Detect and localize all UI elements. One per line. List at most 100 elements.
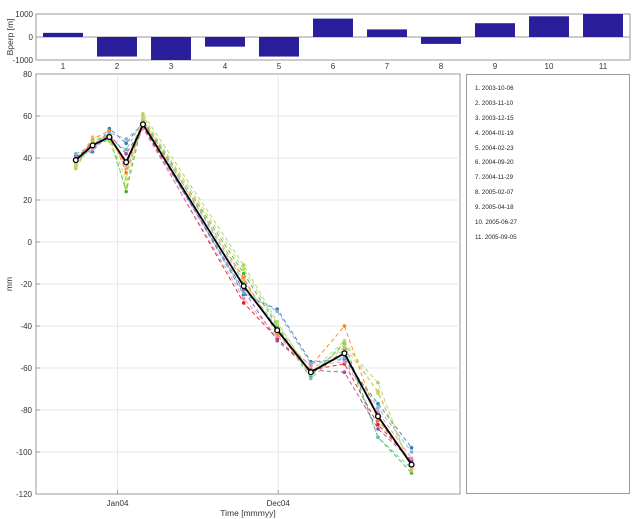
x-tick-label: Jan04 bbox=[107, 499, 129, 508]
legend-entry: 1. 2003-10-06 bbox=[475, 85, 514, 92]
bar-x-tick-label: 2 bbox=[115, 62, 120, 71]
series-point-6 bbox=[376, 380, 380, 385]
series-point-4 bbox=[342, 324, 347, 328]
mean-series-point bbox=[106, 133, 113, 141]
bar-x-tick-label: 6 bbox=[331, 62, 336, 71]
y-tick-label: 80 bbox=[23, 70, 32, 79]
bar-x-tick-label: 7 bbox=[385, 62, 390, 71]
legend-entry: 11. 2005-09-05 bbox=[475, 233, 517, 241]
mean-series-point bbox=[72, 157, 79, 164]
series-point-1 bbox=[241, 301, 246, 305]
bperp-bar bbox=[313, 18, 353, 37]
series-point-7 bbox=[309, 376, 313, 381]
series-line-7 bbox=[75, 119, 412, 470]
series-point-5 bbox=[376, 427, 380, 431]
mean-series-point bbox=[341, 350, 348, 357]
mean-series-point bbox=[374, 413, 382, 420]
legend-entry: 9. 2005-04-18 bbox=[475, 204, 514, 212]
legend-entry: 10. 2005-06-27 bbox=[475, 219, 517, 227]
series-point-9 bbox=[124, 164, 128, 169]
bperp-bar bbox=[583, 14, 623, 37]
series-point-10 bbox=[124, 137, 128, 141]
mean-series-point bbox=[240, 283, 247, 290]
series-point-3 bbox=[409, 446, 414, 450]
mean-series-point bbox=[274, 327, 281, 334]
displacement-line-chart: Time [mmmyy] mm -120 -100 -80 -60 -40 -20 0 20 4… bbox=[4, 70, 461, 518]
series-point-11 bbox=[74, 164, 78, 169]
y-tick-label: 0 bbox=[28, 238, 33, 247]
x-tick-label: Dec04 bbox=[267, 499, 291, 508]
legend-entry: 3. 2003-12-15 bbox=[475, 114, 514, 122]
series-line-9 bbox=[75, 114, 413, 469]
mean-series-point bbox=[89, 142, 96, 149]
bar-x-tick-label: 8 bbox=[439, 62, 444, 71]
bperp-bar bbox=[205, 37, 245, 47]
bar-y-tick-label: 1000 bbox=[15, 10, 33, 19]
bar-x-tick-label: 1 bbox=[61, 62, 66, 71]
y-tick-label: -100 bbox=[16, 448, 33, 457]
bperp-bar bbox=[97, 37, 137, 57]
series-point-10 bbox=[74, 152, 78, 156]
series-point-2 bbox=[124, 189, 128, 194]
series-point-4 bbox=[124, 170, 128, 175]
series-point-11 bbox=[342, 338, 347, 343]
bar-x-tick-label: 11 bbox=[599, 62, 608, 71]
series-point-11 bbox=[275, 322, 280, 326]
series-point-4 bbox=[376, 418, 380, 423]
bar-x-tick-label: 9 bbox=[493, 62, 498, 71]
series-point-10 bbox=[409, 450, 414, 454]
series-point-2 bbox=[241, 271, 246, 276]
series-point-9 bbox=[241, 278, 246, 282]
legend-entry: 7. 2004-11-29 bbox=[475, 174, 514, 182]
series-point-11 bbox=[124, 177, 128, 181]
legend-entry: 6. 2004-09-20 bbox=[475, 159, 514, 167]
bar-x-tick-label: 5 bbox=[277, 62, 282, 71]
series-line-6 bbox=[75, 112, 413, 472]
series-point-5 bbox=[124, 152, 128, 156]
y-tick-label: 60 bbox=[23, 112, 32, 121]
legend-entry: 2. 2003-11-10 bbox=[475, 99, 514, 107]
series-point-8 bbox=[342, 359, 347, 364]
mean-series-point bbox=[307, 369, 314, 376]
series-point-10 bbox=[376, 406, 380, 410]
bar-x-tick-label: 3 bbox=[169, 62, 174, 71]
bar-y-tick-label: -1000 bbox=[13, 56, 34, 65]
line-x-axis-label: Time [mmmyy] bbox=[220, 508, 275, 518]
line-y-axis-label: mm bbox=[4, 277, 14, 291]
series-point-6 bbox=[241, 263, 246, 267]
y-tick-label: -120 bbox=[16, 490, 33, 499]
series-point-3 bbox=[376, 401, 380, 406]
bperp-bar bbox=[259, 37, 299, 57]
bperp-bar bbox=[421, 37, 461, 44]
bperp-bar-chart: Bperp [m] 1000 0 -1000 1 2 3 4 5 6 7 8 9 10 11 bbox=[5, 10, 631, 71]
series-point-8 bbox=[275, 334, 280, 339]
bperp-bar bbox=[367, 29, 407, 37]
series-point-3 bbox=[124, 141, 128, 146]
y-tick-label: -60 bbox=[20, 364, 32, 373]
series-point-11 bbox=[141, 116, 145, 120]
bperp-bar bbox=[43, 32, 83, 37]
series-point-8 bbox=[409, 456, 414, 461]
bar-y-axis-label: Bperp [m] bbox=[5, 19, 15, 56]
bar-x-tick-label: 10 bbox=[545, 62, 554, 71]
series-point-8 bbox=[241, 296, 246, 301]
series-point-11 bbox=[241, 267, 246, 272]
bar-x-tick-label: 4 bbox=[223, 62, 228, 71]
bperp-bar bbox=[151, 37, 191, 60]
series-point-10 bbox=[275, 309, 280, 314]
series-point-1 bbox=[376, 422, 380, 427]
legend-panel: 1. 2003-10-06 2. 2003-11-10 3. 2003-12-15 4… bbox=[466, 74, 630, 494]
mean-series-point bbox=[408, 461, 415, 468]
legend-entry: 5. 2004-02-23 bbox=[475, 144, 514, 152]
y-tick-label: 20 bbox=[23, 196, 32, 205]
series-point-11 bbox=[376, 391, 380, 396]
mean-series-point bbox=[123, 159, 130, 166]
series-point-9 bbox=[90, 135, 95, 139]
series-point-10 bbox=[107, 131, 112, 135]
series-point-8 bbox=[90, 147, 95, 152]
y-tick-label: 40 bbox=[23, 154, 32, 163]
y-tick-label: -20 bbox=[20, 280, 32, 289]
bar-y-tick-label: 0 bbox=[29, 33, 34, 42]
series-point-5 bbox=[275, 338, 280, 343]
